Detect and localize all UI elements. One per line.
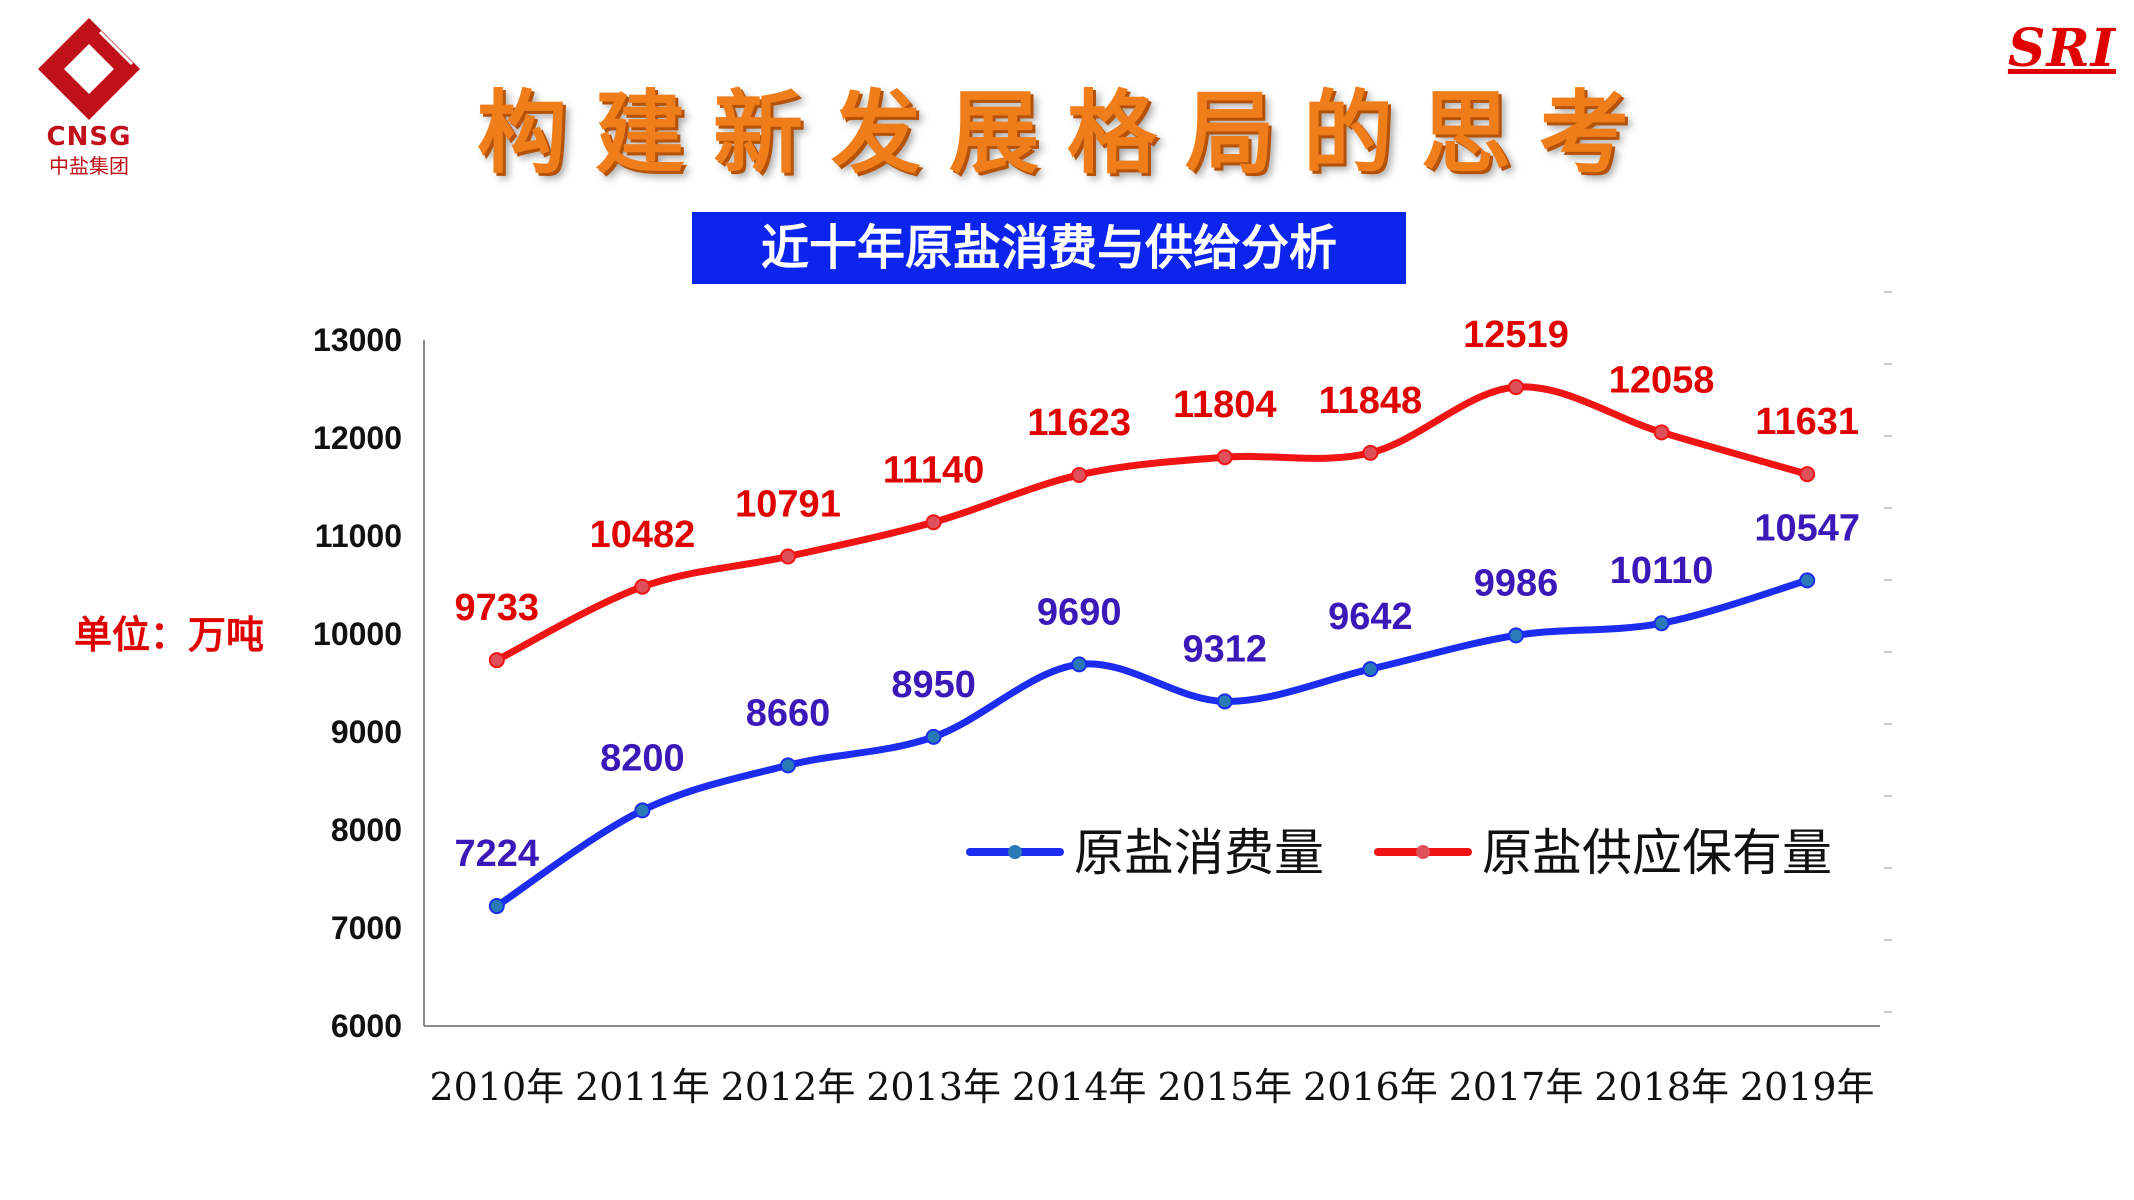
legend-label-0: 原盐消费量 [1074, 824, 1324, 882]
x-tick-label: 2013年 [866, 1065, 1001, 1109]
data-label-1: 9733 [455, 587, 540, 629]
data-point-0 [1362, 661, 1379, 678]
data-point-1 [634, 578, 651, 595]
data-point-0 [925, 728, 942, 745]
y-tick-label: 11000 [315, 518, 402, 554]
series-line-1 [493, 383, 1811, 664]
x-tick-label: 2019年 [1740, 1065, 1875, 1109]
sri-brand-mark: SRI [2007, 18, 2116, 79]
data-point-0 [780, 757, 796, 774]
data-label-0: 8950 [891, 664, 976, 706]
data-point-0 [1071, 656, 1088, 673]
cnsg-logo: CNSG 中盐集团 [34, 14, 144, 178]
x-tick-label: 2014年 [1012, 1065, 1147, 1109]
data-label-1: 11631 [1755, 401, 1859, 443]
data-label-0: 10110 [1610, 550, 1714, 592]
data-label-1: 11140 [883, 449, 984, 491]
data-label-1: 11623 [1027, 402, 1131, 444]
data-point-1 [780, 548, 796, 565]
data-label-0: 9642 [1328, 596, 1413, 638]
legend-label-1: 原盐供应保有量 [1482, 824, 1832, 882]
data-label-1: 12058 [1609, 359, 1715, 401]
data-point-1 [1508, 379, 1524, 396]
y-tick-label: 13000 [313, 322, 402, 358]
data-label-0: 8200 [600, 737, 685, 779]
data-label-0: 9986 [1474, 562, 1559, 604]
x-tick-label: 2015年 [1157, 1065, 1292, 1109]
data-point-1 [1799, 466, 1816, 483]
x-tick-label: 2017年 [1449, 1065, 1584, 1109]
x-tick-label: 2011年 [575, 1065, 710, 1109]
page-title: 构建新发展格局的思考 [477, 81, 1657, 186]
data-point-1 [925, 514, 942, 531]
data-label-1: 10791 [735, 483, 841, 525]
data-label-1: 12519 [1463, 314, 1569, 356]
data-point-1 [1071, 466, 1088, 483]
cnsg-diamond-icon [38, 18, 140, 120]
data-point-0 [1653, 615, 1670, 632]
legend-marker-0 [1008, 845, 1022, 859]
data-point-0 [1799, 572, 1816, 589]
logo-chinese-text: 中盐集团 [49, 154, 129, 178]
data-point-0 [1216, 693, 1233, 710]
data-point-1 [488, 652, 505, 669]
y-tick-label: 8000 [331, 812, 402, 848]
data-label-1: 10482 [590, 514, 696, 556]
data-label-1: 11848 [1319, 380, 1423, 422]
chart-title: 近十年原盐消费与供给分析 [692, 212, 1406, 284]
data-point-0 [634, 802, 651, 819]
x-tick-label: 2012年 [721, 1065, 856, 1109]
data-label-0: 9312 [1183, 628, 1268, 670]
x-tick-label: 2018年 [1594, 1065, 1729, 1109]
logo-text: CNSG [46, 122, 132, 152]
y-tick-label: 9000 [331, 714, 402, 750]
y-tick-label: 12000 [313, 420, 402, 456]
series-line-0 [493, 576, 1811, 910]
y-tick-label: 7000 [331, 910, 402, 946]
data-point-1 [1653, 424, 1670, 441]
unit-label: 单位：万吨 [74, 613, 265, 657]
data-label-0: 8660 [746, 692, 831, 734]
data-point-0 [488, 898, 505, 915]
data-point-0 [1508, 627, 1524, 644]
x-tick-label: 2010年 [429, 1065, 564, 1109]
data-label-0: 9690 [1037, 591, 1122, 633]
data-label-1: 11804 [1173, 384, 1277, 426]
data-point-1 [1362, 444, 1379, 461]
data-point-1 [1216, 449, 1233, 466]
x-tick-label: 2016年 [1303, 1065, 1438, 1109]
y-tick-label: 10000 [313, 616, 402, 652]
legend-marker-1 [1416, 845, 1430, 859]
y-tick-label: 6000 [331, 1008, 402, 1044]
data-label-0: 7224 [455, 833, 540, 875]
data-label-0: 10547 [1754, 507, 1860, 549]
